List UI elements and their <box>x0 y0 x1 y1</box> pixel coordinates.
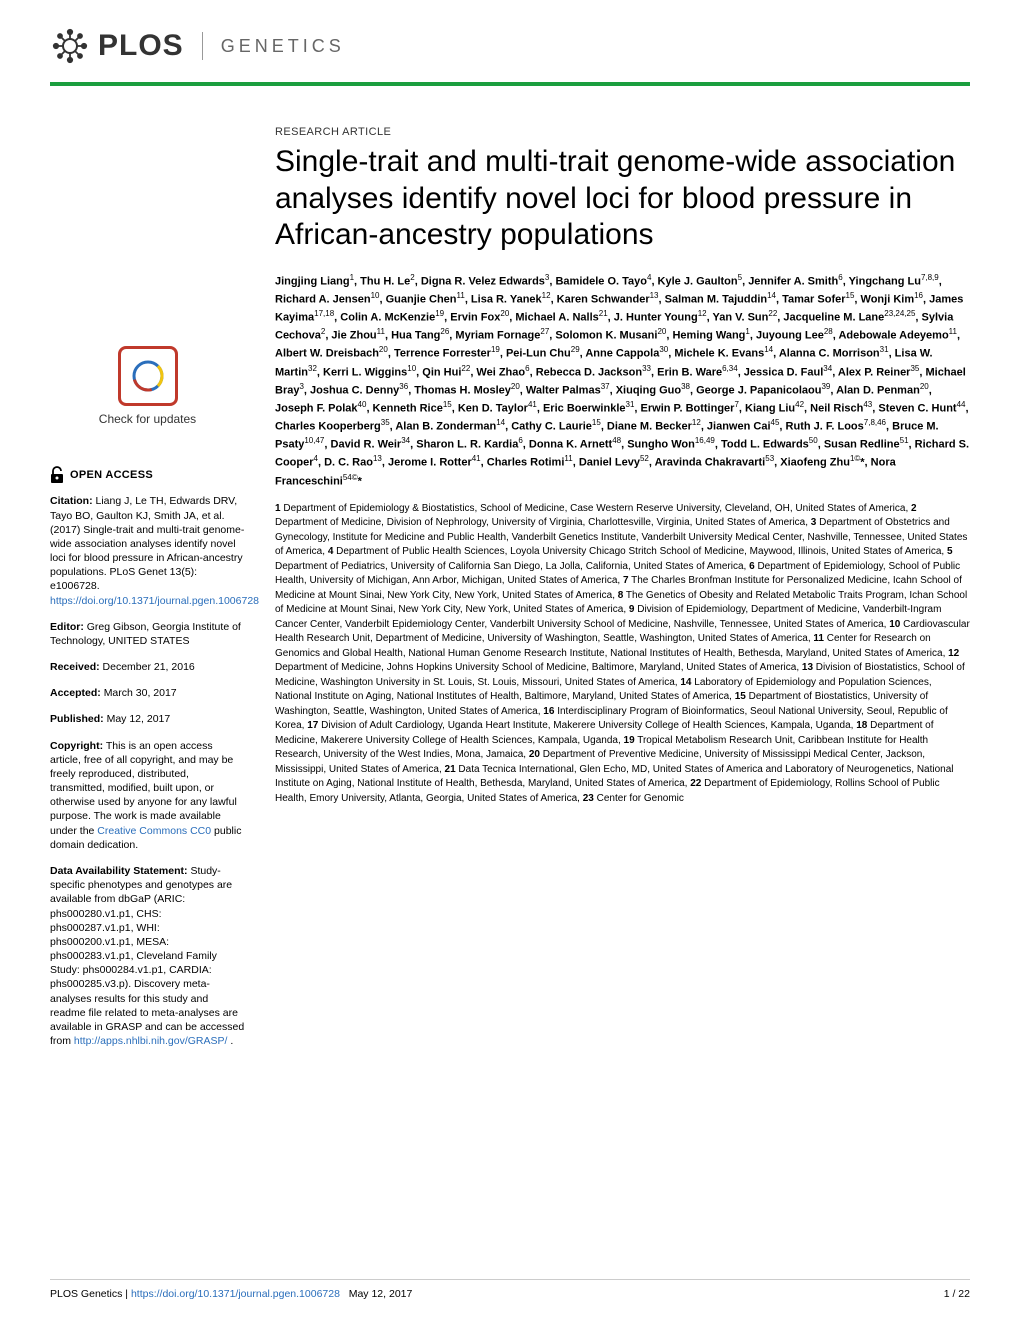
published-block: Published: May 12, 2017 <box>50 712 245 726</box>
citation-label: Citation: <box>50 495 93 507</box>
open-access-icon <box>50 466 64 484</box>
copyright-block: Copyright: This is an open access articl… <box>50 739 245 852</box>
accepted-label: Accepted: <box>50 687 101 699</box>
author-list: Jingjing Liang1, Thu H. Le2, Digna R. Ve… <box>275 272 970 490</box>
data-text2: . <box>230 1035 233 1047</box>
accepted-text: March 30, 2017 <box>104 687 177 699</box>
copyright-text: This is an open access article, free of … <box>50 740 237 837</box>
editor-block: Editor: Greg Gibson, Georgia Institute o… <box>50 620 245 648</box>
footer-doi[interactable]: https://doi.org/10.1371/journal.pgen.100… <box>131 1288 340 1300</box>
check-updates-widget[interactable]: Check for updates <box>50 346 245 426</box>
article-main: RESEARCH ARTICLE Single-trait and multi-… <box>275 116 970 1060</box>
open-access-row: OPEN ACCESS <box>50 466 245 484</box>
citation-doi-link[interactable]: https://doi.org/10.1371/journal.pgen.100… <box>50 595 259 607</box>
journal-name: GENETICS <box>221 36 345 57</box>
footer-left: PLOS Genetics | https://doi.org/10.1371/… <box>50 1288 412 1300</box>
logo-separator <box>202 32 203 60</box>
footer-date: May 12, 2017 <box>349 1288 413 1300</box>
affiliation-list: 1 Department of Epidemiology & Biostatis… <box>275 502 970 807</box>
published-label: Published: <box>50 713 104 725</box>
check-updates-label: Check for updates <box>99 412 196 426</box>
open-access-label: OPEN ACCESS <box>70 468 153 483</box>
footer-journal: PLOS Genetics | <box>50 1288 131 1300</box>
citation-block: Citation: Liang J, Le TH, Edwards DRV, T… <box>50 494 245 607</box>
received-block: Received: December 21, 2016 <box>50 660 245 674</box>
data-text: Study-specific phenotypes and genotypes … <box>50 865 244 1047</box>
article-title: Single-trait and multi-trait genome-wide… <box>275 144 970 254</box>
crossmark-icon <box>118 346 178 406</box>
journal-header: PLOS GENETICS <box>0 0 1020 76</box>
plos-icon <box>50 26 90 66</box>
copyright-label: Copyright: <box>50 740 103 752</box>
editor-label: Editor: <box>50 621 84 633</box>
footer-page: 1 / 22 <box>944 1288 970 1300</box>
sidebar: Check for updates OPEN ACCESS Citation: … <box>50 116 245 1060</box>
published-text: May 12, 2017 <box>107 713 171 725</box>
data-availability-block: Data Availability Statement: Study-speci… <box>50 864 245 1048</box>
cc0-link[interactable]: Creative Commons CC0 <box>97 825 211 837</box>
article-type: RESEARCH ARTICLE <box>275 126 970 138</box>
data-label: Data Availability Statement: <box>50 865 188 877</box>
plos-logo: PLOS GENETICS <box>50 26 345 66</box>
citation-text: Liang J, Le TH, Edwards DRV, Tayo BO, Ga… <box>50 495 244 592</box>
grasp-link[interactable]: http://apps.nhlbi.nih.gov/GRASP/ <box>74 1035 228 1047</box>
accepted-block: Accepted: March 30, 2017 <box>50 686 245 700</box>
received-label: Received: <box>50 661 100 673</box>
received-text: December 21, 2016 <box>103 661 195 673</box>
page-footer: PLOS Genetics | https://doi.org/10.1371/… <box>50 1279 970 1300</box>
publisher-name: PLOS <box>98 29 184 63</box>
